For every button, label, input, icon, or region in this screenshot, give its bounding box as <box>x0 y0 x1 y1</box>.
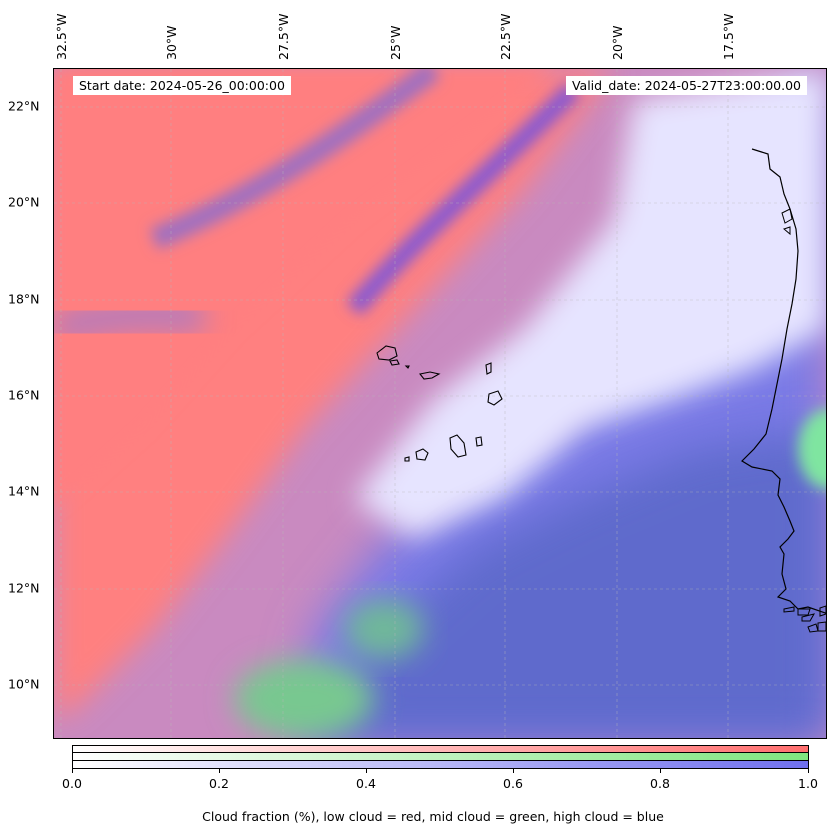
mid-cloud-patch <box>798 409 826 489</box>
colorbar-tick-label: 0.0 <box>62 776 82 791</box>
lat-label: 12°N <box>8 580 40 596</box>
island-boa-vista <box>487 390 503 406</box>
colorbar-high-cloud <box>73 760 808 768</box>
lon-label: 32.5°W <box>54 13 69 60</box>
lon-label: 27.5°W <box>276 13 291 60</box>
island-sal <box>485 362 492 375</box>
mixed-cloud-streak <box>149 69 441 250</box>
coastline-islands <box>781 208 826 633</box>
colorbar-tick-label: 0.8 <box>650 776 670 791</box>
colorbar-tickmark <box>366 769 367 773</box>
deep-high-cloud <box>315 429 826 738</box>
island-sao-vicente <box>389 359 400 366</box>
lat-label: 16°N <box>8 387 40 403</box>
lon-label: 22.5°W <box>498 13 513 60</box>
colorbar-tick-label: 1.0 <box>798 776 818 791</box>
colorbar-tickmark <box>219 769 220 773</box>
cloud-map[interactable] <box>53 68 827 739</box>
island-maio <box>475 436 483 447</box>
island-santiago <box>449 434 467 458</box>
colorbar-tick-label: 0.2 <box>209 776 229 791</box>
colorbar-tickmark <box>808 769 809 773</box>
island-santa-luzia <box>404 365 410 369</box>
islands <box>376 345 503 462</box>
colorbar-low-cloud <box>73 746 808 754</box>
lon-label: 20°W <box>610 25 625 60</box>
colorbar <box>72 745 809 769</box>
low-cloud-band <box>54 69 554 509</box>
colorbar-tickmark <box>513 769 514 773</box>
lat-label: 20°N <box>8 194 40 210</box>
colorbar-label: Cloud fraction (%), low cloud = red, mid… <box>202 809 664 824</box>
valid-date-label: Valid_date: 2024-05-27T23:00:00.00 <box>565 76 807 95</box>
colorbar-tickmark <box>660 769 661 773</box>
mixed-cloud-band <box>354 69 826 539</box>
mid-cloud-patch <box>234 659 374 738</box>
lon-label: 17.5°W <box>721 13 736 60</box>
lat-label: 10°N <box>8 676 40 692</box>
mid-cloud-patch <box>344 599 424 659</box>
cloud-map-canvas <box>54 69 826 738</box>
island-fogo <box>415 448 429 461</box>
mixed-cloud-streak <box>54 299 207 344</box>
colorbar-tick-label: 0.4 <box>356 776 376 791</box>
colorbar-mid-cloud <box>73 753 808 761</box>
lat-label: 22°N <box>8 98 40 114</box>
lat-label: 14°N <box>8 483 40 499</box>
island-sao-nicolau <box>419 371 441 380</box>
lat-label: 18°N <box>8 291 40 307</box>
colorbar-tickmark <box>72 769 73 773</box>
mixed-cloud-streak <box>346 81 582 316</box>
colorbar-tick-label: 0.6 <box>503 776 523 791</box>
coastline-africa <box>741 148 826 614</box>
gridlines <box>54 69 826 738</box>
island-santo-antao <box>376 345 398 361</box>
lon-label: 30°W <box>164 25 179 60</box>
start-date-label: Start date: 2024-05-26_00:00:00 <box>73 76 291 95</box>
island-brava <box>404 456 410 462</box>
lon-label: 25°W <box>388 25 403 60</box>
